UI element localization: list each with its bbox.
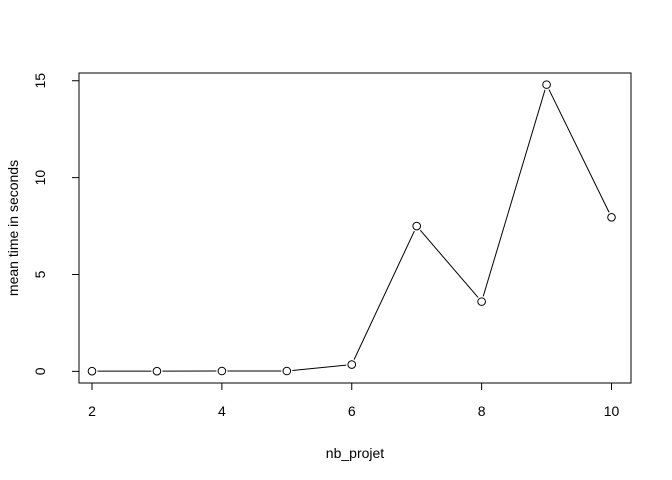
x-tick-label: 8: [478, 403, 486, 419]
data-point: [607, 213, 616, 222]
series-line-segment: [353, 230, 415, 360]
data-point: [477, 297, 486, 306]
data-point: [217, 366, 227, 376]
data-point: [347, 360, 357, 369]
series-line-segment: [548, 89, 610, 213]
data-point: [542, 80, 551, 89]
data-point: [87, 366, 97, 376]
plot-frame: [78, 72, 632, 384]
y-tick-label: 10: [32, 170, 48, 186]
series-line-segment: [482, 89, 546, 297]
y-tick-label: 15: [32, 73, 48, 89]
y-axis-label: mean time in seconds: [5, 160, 21, 296]
x-axis-label: nb_projet: [326, 445, 384, 461]
series-line-segment: [419, 229, 479, 298]
x-tick-label: 6: [348, 403, 356, 419]
data-point: [282, 366, 292, 376]
x-tick-label: 4: [218, 403, 226, 419]
y-tick-label: 0: [32, 367, 48, 375]
y-tick-label: 5: [32, 270, 48, 278]
series-line-segment: [292, 364, 347, 371]
x-tick-label: 2: [88, 403, 96, 419]
data-point: [152, 366, 162, 376]
data-point: [412, 221, 421, 231]
x-tick-label: 10: [604, 403, 620, 419]
